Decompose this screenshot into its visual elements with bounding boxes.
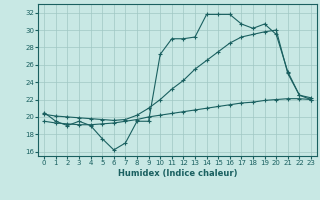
X-axis label: Humidex (Indice chaleur): Humidex (Indice chaleur) xyxy=(118,169,237,178)
